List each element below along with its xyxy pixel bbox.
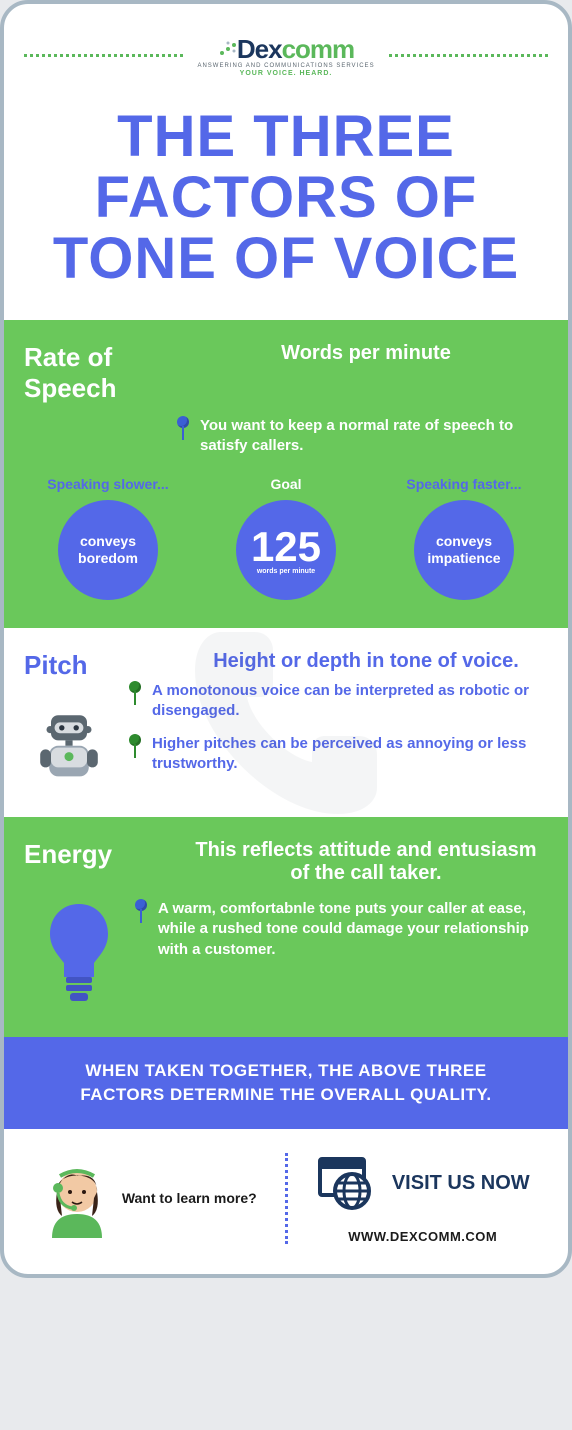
faster-label: Speaking faster... [380, 476, 548, 492]
logo-subtitle1: ANSWERING AND COMMUNICATIONS SERVICES [197, 63, 374, 69]
section-pitch: Pitch Height or depth in tone of voice. [4, 628, 568, 817]
website-icon [316, 1153, 376, 1213]
footer-learn-text: Want to learn more? [122, 1190, 257, 1206]
logo: Dexcomm ANSWERING AND COMMUNICATIONS SER… [191, 34, 380, 77]
rate-subtitle: Words per minute [184, 342, 548, 365]
header: Dexcomm ANSWERING AND COMMUNICATIONS SER… [4, 4, 568, 87]
dotted-divider-left [24, 54, 183, 57]
section-energy: Energy This reflects attitude and entusi… [4, 817, 568, 1037]
footer-left: Want to learn more? [24, 1153, 275, 1244]
logo-part2: comm [282, 34, 355, 64]
lightbulb-icon [44, 899, 114, 1009]
pitch-point1: A monotonous voice can be interpreted as… [152, 681, 548, 722]
logo-dots-icon [218, 39, 238, 59]
logo-part1: Dex [237, 34, 282, 64]
goal-circle: 125 words per minute [236, 500, 336, 600]
energy-subtitle: This reflects attitude and entusiasm of … [184, 839, 548, 885]
rate-heading: Rate of Speech [24, 342, 164, 404]
infographic-container: Dexcomm ANSWERING AND COMMUNICATIONS SER… [0, 0, 572, 1278]
faster-circle: conveys impatience [414, 500, 514, 600]
footer-visit-text: VISIT US NOW [392, 1171, 530, 1195]
pushpin-icon [126, 734, 144, 760]
summary-bar: WHEN TAKEN TOGETHER, THE ABOVE THREE FAC… [4, 1037, 568, 1129]
faster-text: conveys impatience [414, 533, 514, 567]
pushpin-icon [126, 681, 144, 707]
slower-text: conveys boredom [58, 533, 158, 567]
dotted-divider-right [389, 54, 548, 57]
slower-circle: conveys boredom [58, 500, 158, 600]
rate-point: You want to keep a normal rate of speech… [200, 416, 548, 457]
pitch-subtitle: Height or depth in tone of voice. [184, 650, 548, 673]
pitch-point2: Higher pitches can be perceived as annoy… [152, 734, 548, 775]
footer-divider [285, 1153, 288, 1244]
rate-circles: Speaking slower... conveys boredom Goal … [24, 476, 548, 600]
section-rate-of-speech: Rate of Speech Words per minute You want… [4, 320, 568, 629]
logo-row: Dexcomm ANSWERING AND COMMUNICATIONS SER… [24, 34, 548, 77]
logo-subtitle2: YOUR VOICE. HEARD. [197, 70, 374, 77]
main-title: THE THREE FACTORS OF TONE OF VOICE [4, 87, 568, 320]
pushpin-icon [174, 416, 192, 442]
footer-url: WWW.DEXCOMM.COM [348, 1229, 497, 1244]
footer-right: VISIT US NOW WWW.DEXCOMM.COM [298, 1153, 549, 1244]
goal-value: 125 [251, 526, 321, 568]
goal-unit: words per minute [257, 568, 315, 575]
robot-icon [24, 699, 114, 789]
pushpin-icon [132, 899, 150, 925]
footer: Want to learn more? VISIT US NOW WWW.DEX… [4, 1129, 568, 1274]
slower-label: Speaking slower... [24, 476, 192, 492]
goal-label: Goal [202, 476, 370, 492]
pitch-heading: Pitch [24, 650, 164, 681]
energy-point: A warm, comfortabnle tone puts your call… [158, 899, 548, 960]
agent-avatar-icon [42, 1158, 112, 1238]
energy-heading: Energy [24, 839, 164, 870]
